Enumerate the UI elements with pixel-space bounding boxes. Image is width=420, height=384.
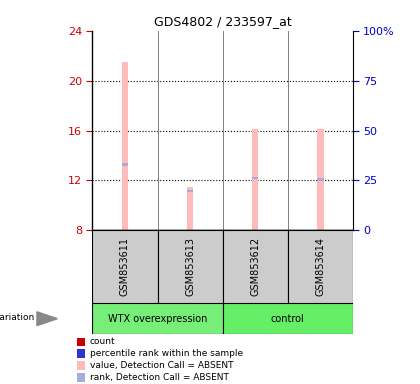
FancyArrow shape xyxy=(37,312,57,326)
Bar xyxy=(317,129,323,230)
Text: GSM853614: GSM853614 xyxy=(315,237,325,296)
Bar xyxy=(158,230,223,303)
Bar xyxy=(92,303,223,334)
Bar xyxy=(122,163,128,166)
Text: percentile rank within the sample: percentile rank within the sample xyxy=(89,349,243,358)
Bar xyxy=(187,190,193,192)
Text: GSM853611: GSM853611 xyxy=(120,237,130,296)
Bar xyxy=(252,177,258,179)
Text: value, Detection Call = ABSENT: value, Detection Call = ABSENT xyxy=(89,361,233,370)
Bar xyxy=(223,230,288,303)
Bar xyxy=(317,178,323,180)
Bar xyxy=(92,230,158,303)
Bar xyxy=(252,129,258,230)
Bar xyxy=(77,349,85,358)
Bar xyxy=(223,303,353,334)
Bar xyxy=(77,361,85,370)
Title: GDS4802 / 233597_at: GDS4802 / 233597_at xyxy=(154,15,291,28)
Bar xyxy=(77,338,85,346)
Text: control: control xyxy=(271,314,304,324)
Bar xyxy=(77,373,85,382)
Text: genotype/variation: genotype/variation xyxy=(0,313,35,322)
Bar xyxy=(288,230,353,303)
Text: count: count xyxy=(89,337,115,346)
Text: GSM853612: GSM853612 xyxy=(250,237,260,296)
Text: WTX overexpression: WTX overexpression xyxy=(108,314,207,324)
Text: GSM853613: GSM853613 xyxy=(185,237,195,296)
Bar xyxy=(187,187,193,230)
Bar xyxy=(122,62,128,230)
Text: rank, Detection Call = ABSENT: rank, Detection Call = ABSENT xyxy=(89,373,228,382)
